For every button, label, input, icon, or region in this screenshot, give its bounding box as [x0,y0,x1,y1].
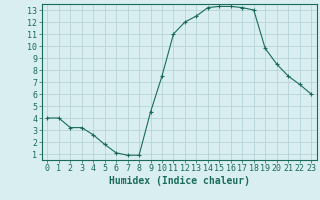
X-axis label: Humidex (Indice chaleur): Humidex (Indice chaleur) [109,176,250,186]
